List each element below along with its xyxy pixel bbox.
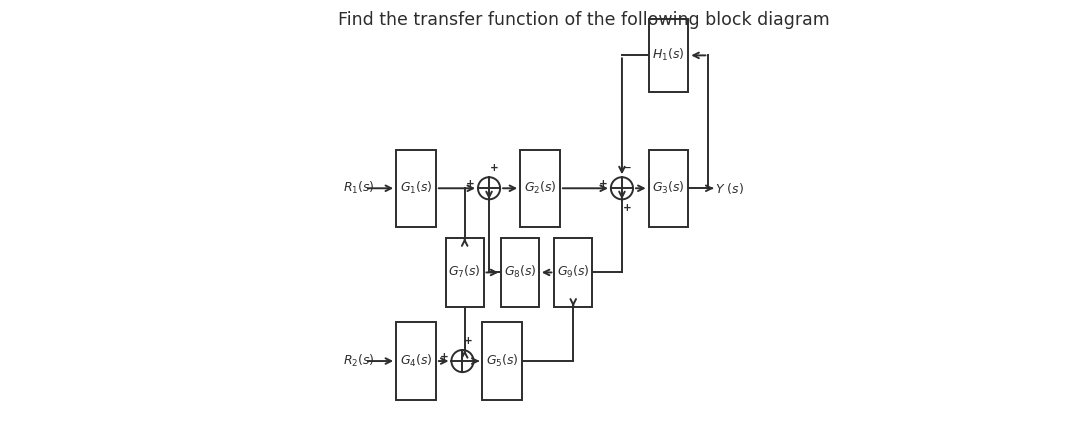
Circle shape: [611, 177, 633, 199]
Text: $G_2(s)$: $G_2(s)$: [524, 180, 556, 196]
Text: $G_4(s)$: $G_4(s)$: [400, 353, 432, 369]
Text: $G_1(s)$: $G_1(s)$: [400, 180, 432, 196]
FancyBboxPatch shape: [396, 150, 436, 227]
FancyBboxPatch shape: [446, 238, 484, 307]
FancyBboxPatch shape: [501, 238, 539, 307]
Text: +: +: [467, 179, 475, 189]
Text: −: −: [623, 163, 632, 173]
Text: $G_5(s)$: $G_5(s)$: [486, 353, 518, 369]
FancyBboxPatch shape: [483, 323, 523, 400]
Circle shape: [478, 177, 500, 199]
Text: +: +: [490, 163, 499, 173]
Text: $R_1(s)$: $R_1(s)$: [342, 180, 375, 196]
Text: $Y\ (s)$: $Y\ (s)$: [715, 181, 744, 196]
FancyBboxPatch shape: [648, 150, 688, 227]
Text: Find the transfer function of the following block diagram: Find the transfer function of the follow…: [338, 11, 831, 29]
Text: +: +: [599, 179, 608, 189]
FancyBboxPatch shape: [648, 19, 688, 92]
Text: $G_8(s)$: $G_8(s)$: [503, 264, 537, 280]
FancyBboxPatch shape: [396, 323, 436, 400]
FancyBboxPatch shape: [521, 150, 559, 227]
Text: $G_7(s)$: $G_7(s)$: [448, 264, 481, 280]
Text: +: +: [623, 203, 632, 213]
Circle shape: [451, 350, 473, 372]
Text: $R_2(s)$: $R_2(s)$: [342, 353, 375, 369]
Text: $G_3(s)$: $G_3(s)$: [652, 180, 685, 196]
Text: $H_1(s)$: $H_1(s)$: [652, 47, 685, 63]
Text: +: +: [440, 352, 448, 362]
Text: $G_9(s)$: $G_9(s)$: [557, 264, 590, 280]
FancyBboxPatch shape: [554, 238, 592, 307]
Text: +: +: [463, 336, 472, 346]
